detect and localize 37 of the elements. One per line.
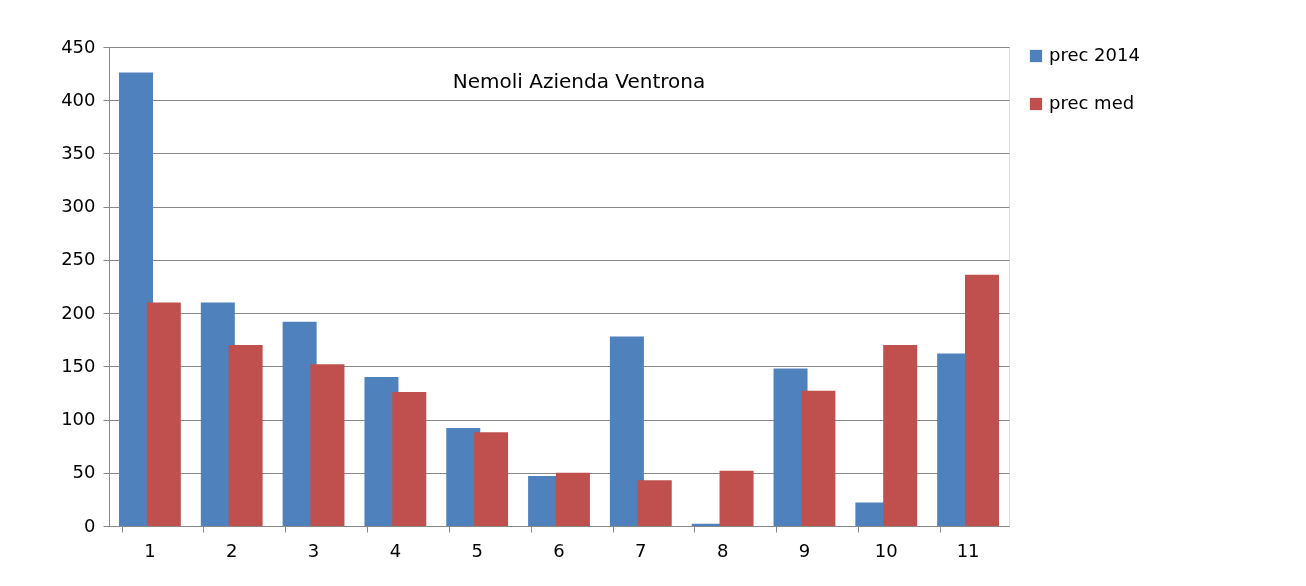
bar [392,391,427,526]
x-tick-label: 8 [716,539,729,561]
bar [801,390,836,526]
y-tick-label: 250 [61,248,96,270]
x-tick-label: 9 [798,539,811,561]
y-tick-label: 0 [84,514,96,536]
legend-label: prec med [1049,92,1135,113]
bar [310,364,345,526]
y-tick-label: 200 [61,301,96,323]
bar [965,274,999,526]
y-tick-label: 400 [61,88,96,110]
bar [119,72,153,526]
text: Nemoli Azienda Ventrona [452,69,706,93]
bar [609,336,644,526]
x-tick-label: 3 [307,539,320,561]
y-tick-label: 450 [61,35,96,57]
x-tick-label: 5 [471,539,483,561]
bar [228,345,263,526]
x-tick-label: 6 [553,539,565,561]
x-tick-label: 7 [635,539,647,561]
y-tick-label: 100 [61,408,96,430]
bar [555,472,590,526]
x-tick-label: 10 [874,539,898,561]
y-tick-label: 150 [61,354,96,376]
bar [474,432,509,526]
y-tick-label: 300 [61,195,96,217]
bar [637,480,672,526]
x-tick-label: 4 [389,539,402,561]
y-tick-label: 50 [72,461,96,483]
bar [146,302,181,526]
x-tick-label: 11 [956,539,980,561]
bar [719,470,754,526]
legend-label: prec 2014 [1049,44,1140,65]
y-tick-label: 350 [61,141,96,163]
x-tick-label: 1 [144,539,156,561]
bar [883,345,918,526]
x-tick-label: 2 [226,539,238,561]
